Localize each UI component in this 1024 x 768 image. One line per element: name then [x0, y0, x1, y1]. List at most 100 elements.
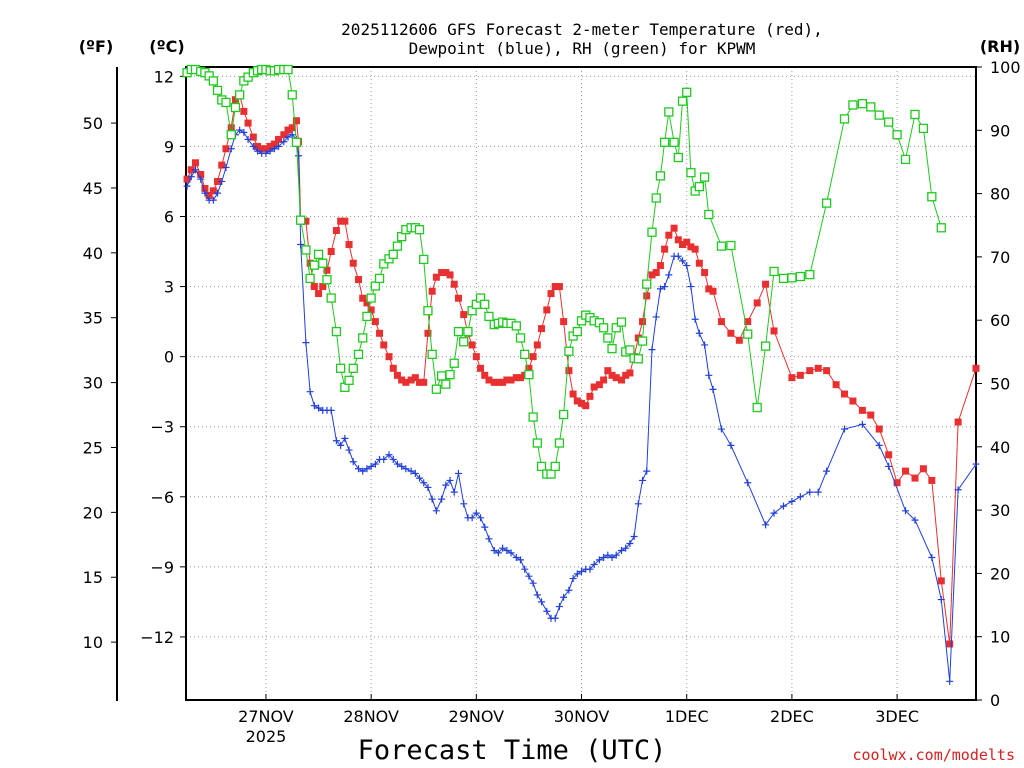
- temperature-point: [928, 476, 936, 484]
- dewpoint-point: [490, 547, 498, 555]
- celsius-tick-label: 6: [164, 207, 174, 226]
- rh-point: [322, 275, 332, 285]
- dewpoint-point: [529, 579, 537, 587]
- temperature-point: [302, 217, 310, 225]
- dewpoint-point: [363, 465, 371, 473]
- rh-point: [900, 154, 911, 165]
- rh-point: [353, 349, 364, 360]
- temperature-point: [292, 117, 300, 125]
- temperature-point: [937, 577, 945, 585]
- temperature-point: [533, 341, 541, 349]
- temperature-point: [183, 175, 191, 183]
- rh-point: [874, 110, 884, 120]
- rh-point: [291, 137, 302, 147]
- dewpoint-point: [197, 175, 205, 183]
- rh-point: [611, 323, 621, 333]
- temperature-point: [244, 119, 252, 127]
- rh-point: [607, 344, 617, 354]
- rh-point: [511, 321, 521, 331]
- temperature-point: [705, 285, 713, 293]
- rh-point: [318, 258, 328, 268]
- rh-point: [532, 438, 542, 448]
- dewpoint-point: [937, 596, 945, 604]
- rh-point: [212, 85, 223, 96]
- rh-point: [752, 402, 762, 413]
- rh-point: [427, 349, 437, 360]
- rh-point: [379, 259, 389, 269]
- temperature-point: [578, 399, 586, 407]
- dewpoint-point: [512, 554, 520, 562]
- temperature-point: [569, 390, 577, 398]
- rh-point: [910, 109, 920, 120]
- rh-point: [716, 241, 727, 251]
- temperature-point: [407, 376, 415, 384]
- dewpoint-point: [288, 131, 296, 139]
- dewpoint-point: [717, 425, 725, 433]
- dewpoint-point: [634, 500, 642, 508]
- dewpoint-point: [446, 476, 454, 484]
- dewpoint-point: [538, 598, 546, 606]
- dewpoint-point: [398, 462, 406, 470]
- dewpoint-point: [240, 128, 248, 136]
- temperature-point: [529, 353, 537, 361]
- temperature-point: [600, 376, 608, 384]
- rh-tick-label: 100: [990, 58, 1021, 77]
- rh-point: [305, 273, 315, 284]
- temperature-point: [341, 217, 349, 225]
- rh-point: [664, 107, 674, 117]
- x-tick-label: 3DEC: [875, 707, 919, 726]
- temperature-point: [695, 259, 703, 267]
- temperature-point: [254, 142, 262, 150]
- temperature-point: [355, 276, 363, 284]
- rh-point: [423, 306, 433, 316]
- rh-point: [520, 349, 530, 360]
- temperature-point: [661, 245, 669, 253]
- temperature-point: [517, 374, 525, 382]
- temperature-point: [832, 381, 840, 389]
- temperature-point: [946, 640, 954, 648]
- temperature-point: [639, 318, 647, 326]
- dewpoint-point: [450, 488, 458, 496]
- rh-point: [362, 311, 372, 322]
- dewpoint-point: [661, 283, 669, 291]
- dewpoint-point: [262, 149, 270, 157]
- rh-point: [366, 293, 376, 303]
- temperature-point: [893, 479, 901, 487]
- temperature-point: [187, 166, 195, 174]
- dewpoint-point: [249, 142, 257, 150]
- dewpoint-point: [337, 441, 345, 449]
- temperature-point: [806, 367, 814, 375]
- temperature-point: [288, 124, 296, 132]
- dewpoint-point: [885, 462, 893, 470]
- dewpoint-point: [244, 135, 252, 143]
- temperature-point: [972, 364, 980, 372]
- dewpoint-point: [586, 565, 594, 573]
- temperature-point: [626, 369, 634, 377]
- temperature-point: [472, 353, 480, 361]
- dewpoint-point: [371, 460, 379, 468]
- series: [182, 64, 980, 685]
- dewpoint-point: [788, 497, 796, 505]
- temperature-point: [622, 371, 630, 379]
- temperature-point: [674, 236, 682, 244]
- dewpoint-point: [280, 138, 288, 146]
- temperature-point: [284, 126, 292, 134]
- rh-point: [787, 273, 797, 283]
- temperature-point: [796, 371, 804, 379]
- rh-point: [892, 130, 902, 140]
- rh-point: [309, 260, 319, 270]
- dewpoint-point: [367, 462, 375, 470]
- dewpoint-point: [332, 437, 340, 445]
- x-tick-label: 28NOV: [343, 707, 399, 726]
- dewpoint-point: [438, 495, 446, 503]
- rh-point: [558, 409, 569, 420]
- temperature-point: [770, 327, 778, 335]
- dewpoint-point: [555, 603, 563, 611]
- dewpoint-point: [823, 467, 831, 475]
- temperature-point: [494, 378, 502, 386]
- temperature-point: [424, 329, 432, 337]
- rh-point: [554, 438, 565, 448]
- dewpoint-point: [236, 126, 244, 134]
- dewpoint-point: [485, 535, 493, 543]
- temperature-point: [266, 142, 274, 150]
